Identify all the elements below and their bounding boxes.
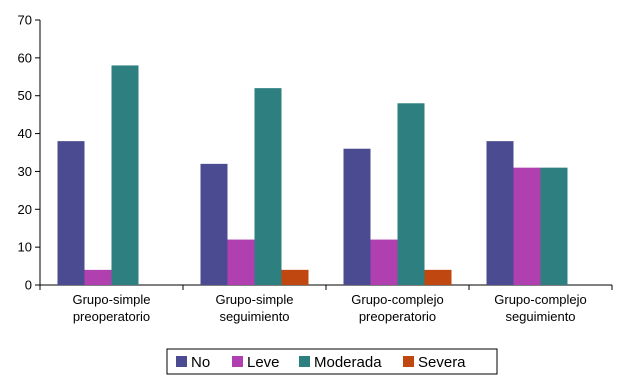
bar-severa-3 bbox=[424, 269, 452, 285]
y-tick-label: 60 bbox=[18, 50, 32, 65]
legend-label-no: No bbox=[191, 354, 210, 371]
legend-label-moderada: Moderada bbox=[314, 354, 382, 371]
bar-no-2 bbox=[200, 163, 228, 285]
legend-box bbox=[166, 348, 498, 375]
bar-no-4 bbox=[486, 141, 514, 285]
bar-no-1 bbox=[57, 141, 85, 285]
bar-leve-1 bbox=[84, 269, 112, 285]
x-axis: Grupo-simple preoperatorio Grupo-simple seg… bbox=[39, 284, 613, 324]
x-category-label: Grupo-complejo bbox=[494, 292, 587, 307]
bar-moderada-3 bbox=[397, 103, 425, 286]
y-tick-label: 40 bbox=[18, 126, 32, 141]
x-category-label: Grupo-complejo bbox=[351, 292, 444, 307]
bar-no-3 bbox=[343, 148, 371, 285]
x-category-label: Grupo-simple bbox=[215, 292, 293, 307]
bar-severa-2 bbox=[281, 269, 309, 285]
legend: No Leve Moderada Severa bbox=[166, 348, 498, 375]
bar-leve-3 bbox=[370, 239, 398, 285]
legend-swatch-no bbox=[176, 356, 187, 367]
y-axis: 0 10 20 30 40 50 60 70 bbox=[18, 13, 41, 293]
legend-swatch-moderada bbox=[299, 356, 310, 367]
y-tick-label: 0 bbox=[25, 278, 32, 293]
bar-leve-2 bbox=[227, 239, 255, 285]
legend-swatch-leve bbox=[232, 356, 243, 367]
x-category-label: seguimiento bbox=[505, 309, 575, 324]
x-category-label: preoperatorio bbox=[359, 309, 436, 324]
y-tick-label: 30 bbox=[18, 164, 32, 179]
y-tick-label: 20 bbox=[18, 202, 32, 217]
y-tick-label: 50 bbox=[18, 88, 32, 103]
bar-leve-4 bbox=[513, 167, 541, 285]
legend-label-severa: Severa bbox=[418, 354, 466, 371]
x-category-label: Grupo-simple bbox=[72, 292, 150, 307]
y-tick-label: 70 bbox=[18, 13, 32, 28]
bars bbox=[57, 65, 568, 286]
bar-moderada-4 bbox=[540, 167, 568, 285]
legend-label-leve: Leve bbox=[247, 354, 280, 371]
bar-moderada-1 bbox=[111, 65, 139, 285]
x-category-label: seguimiento bbox=[219, 309, 289, 324]
bar-moderada-2 bbox=[254, 88, 282, 286]
legend-swatch-severa bbox=[403, 356, 414, 367]
x-category-label: preoperatorio bbox=[73, 309, 150, 324]
y-tick-label: 10 bbox=[18, 240, 32, 255]
